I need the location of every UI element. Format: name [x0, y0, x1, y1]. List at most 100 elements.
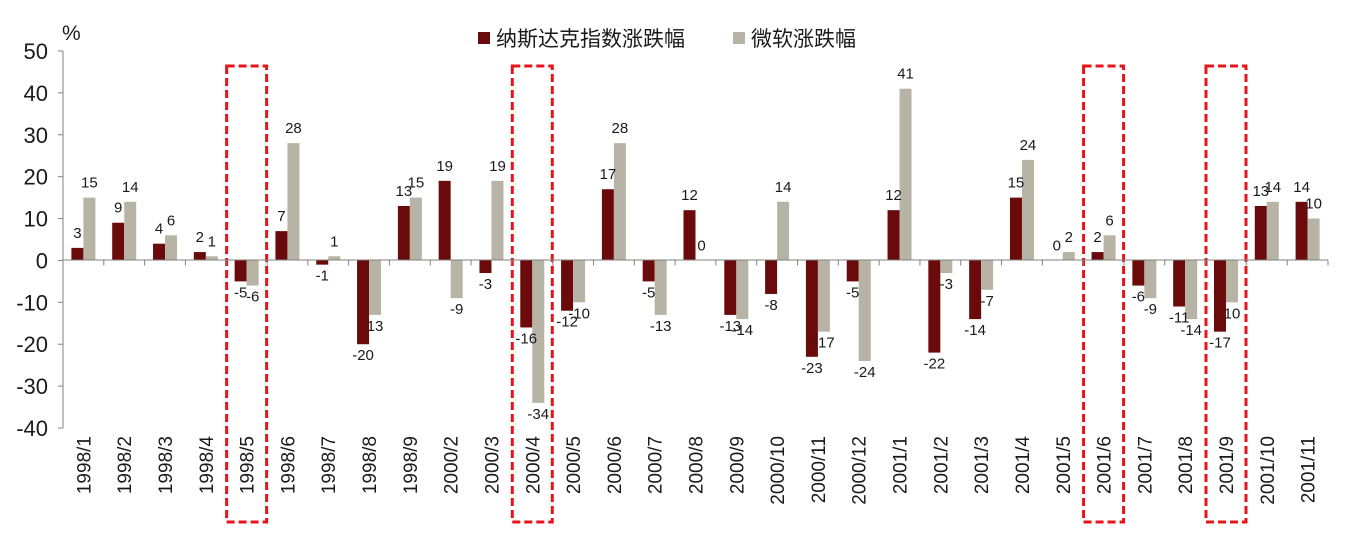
x-tick-labels: 1998/1 1998/2 1998/3 1998/4 1998/5 1998/6 1998… [74, 436, 1319, 505]
bar-microsoft [1266, 201, 1279, 261]
bar-nasdaq [153, 243, 166, 261]
data-label-microsoft: -6 [246, 289, 259, 306]
data-label-nasdaq: -5 [234, 284, 247, 301]
data-label-nasdaq: -5 [642, 284, 655, 301]
x-tick-label: 2001/2 [931, 436, 952, 494]
bar-nasdaq [234, 260, 247, 282]
y-tick-label: 10 [24, 207, 48, 232]
bar-microsoft [246, 260, 259, 286]
bar-nasdaq [724, 260, 737, 315]
data-label-microsoft: -34 [527, 406, 549, 423]
x-tick-label: 1998/8 [360, 436, 381, 494]
data-label-nasdaq: -5 [846, 284, 859, 301]
data-label-nasdaq: 15 [1008, 175, 1025, 192]
data-label-microsoft: -17 [813, 335, 835, 352]
bar-nasdaq [316, 260, 329, 265]
bar-nasdaq [642, 260, 655, 282]
y-tick-label: 20 [24, 165, 48, 190]
bar-nasdaq [683, 210, 696, 261]
x-tick-label: 2000/7 [646, 436, 667, 494]
bar-nasdaq [765, 260, 778, 294]
y-tick-label: -20 [16, 332, 48, 357]
bar-nasdaq [846, 260, 859, 282]
bar-nasdaq [520, 260, 533, 328]
bar-microsoft [777, 201, 790, 261]
data-label-microsoft: 15 [408, 175, 425, 192]
x-tick-label: 2001/3 [972, 436, 993, 494]
x-tick-label: 2000/11 [809, 436, 830, 503]
bar-microsoft [491, 180, 504, 261]
data-label-microsoft: 0 [697, 237, 705, 254]
legend-label-microsoft: 微软涨跌幅 [751, 28, 856, 51]
bar-nasdaq [193, 252, 206, 261]
bar-microsoft [124, 201, 137, 261]
bar-microsoft [573, 260, 586, 303]
data-label-microsoft: 14 [1264, 179, 1281, 196]
x-tick-label: 2001/9 [1217, 436, 1238, 494]
bar-microsoft [1225, 260, 1238, 303]
highlight-box [225, 64, 269, 524]
x-tick-label: 2000/9 [727, 436, 748, 494]
bar-microsoft [654, 260, 667, 315]
y-tick-label: -30 [16, 374, 48, 399]
bar-nasdaq [805, 260, 818, 357]
y-tick-label: 40 [24, 81, 48, 106]
bar-microsoft [858, 260, 871, 361]
x-tick-label: 1998/4 [197, 436, 218, 495]
bar-microsoft [940, 260, 953, 274]
bar-nasdaq [887, 210, 900, 261]
bar-microsoft [165, 235, 178, 261]
data-label-nasdaq: -1 [316, 268, 329, 285]
data-label-microsoft: 14 [775, 179, 792, 196]
bar-microsoft [409, 197, 422, 261]
bar-nasdaq [969, 260, 982, 320]
bar-nasdaq [1132, 260, 1145, 286]
data-label-nasdaq: -22 [923, 356, 945, 373]
highlight-box [1082, 64, 1126, 524]
data-label-nasdaq: -6 [1132, 289, 1145, 306]
y-tick-label: 0 [36, 248, 48, 273]
x-tick-label: 2000/2 [442, 436, 463, 494]
bar-nasdaq [561, 260, 574, 311]
x-tick-label: 2000/8 [687, 436, 708, 494]
x-tick-label: 2000/3 [482, 436, 503, 494]
data-label-nasdaq: -14 [964, 322, 986, 339]
data-label-nasdaq: 12 [681, 187, 698, 204]
data-label-nasdaq: -11 [1169, 310, 1190, 327]
bar-nasdaq [1091, 252, 1104, 261]
x-tick-label: 2001/1 [891, 436, 912, 494]
x-tick-label: 2001/7 [1135, 436, 1156, 494]
bar-microsoft [1185, 260, 1198, 320]
x-tick-label: 2000/4 [523, 436, 544, 495]
bar-nasdaq [71, 247, 84, 261]
x-tick-label: 2001/5 [1054, 436, 1075, 494]
x-tick-label: 2000/6 [605, 436, 626, 494]
bar-microsoft [899, 88, 912, 261]
x-tick-label: 1998/6 [278, 436, 299, 494]
data-label-microsoft: -9 [1144, 301, 1157, 318]
y-tick-label: 50 [24, 39, 48, 64]
x-tick-label: 2001/8 [1176, 436, 1197, 494]
bar-nasdaq [357, 260, 370, 345]
data-label-nasdaq: 19 [436, 158, 453, 175]
data-label-microsoft: 6 [1105, 212, 1113, 229]
data-label-nasdaq: -3 [479, 276, 492, 293]
bar-nasdaq [397, 205, 410, 261]
bar-microsoft [83, 197, 96, 261]
data-label-microsoft: 1 [208, 233, 216, 250]
data-label-microsoft: 24 [1020, 137, 1037, 154]
data-label-nasdaq: -23 [801, 360, 823, 377]
data-label-microsoft: -10 [568, 305, 590, 322]
bar-nasdaq [928, 260, 941, 353]
data-label-microsoft: 28 [285, 120, 302, 137]
data-label-microsoft: -7 [980, 293, 993, 310]
data-label-microsoft: -14 [731, 322, 753, 339]
highlight-box [510, 64, 554, 524]
x-tick-label: 2000/10 [768, 436, 789, 505]
data-label-microsoft: -24 [854, 364, 876, 381]
y-tick-labels: 50 40 30 20 10 0 -10 -20 -30 -40 [16, 39, 48, 441]
x-tick-label: 2000/5 [564, 436, 585, 494]
bar-nasdaq [479, 260, 492, 274]
data-label-microsoft: 2 [1065, 229, 1073, 246]
